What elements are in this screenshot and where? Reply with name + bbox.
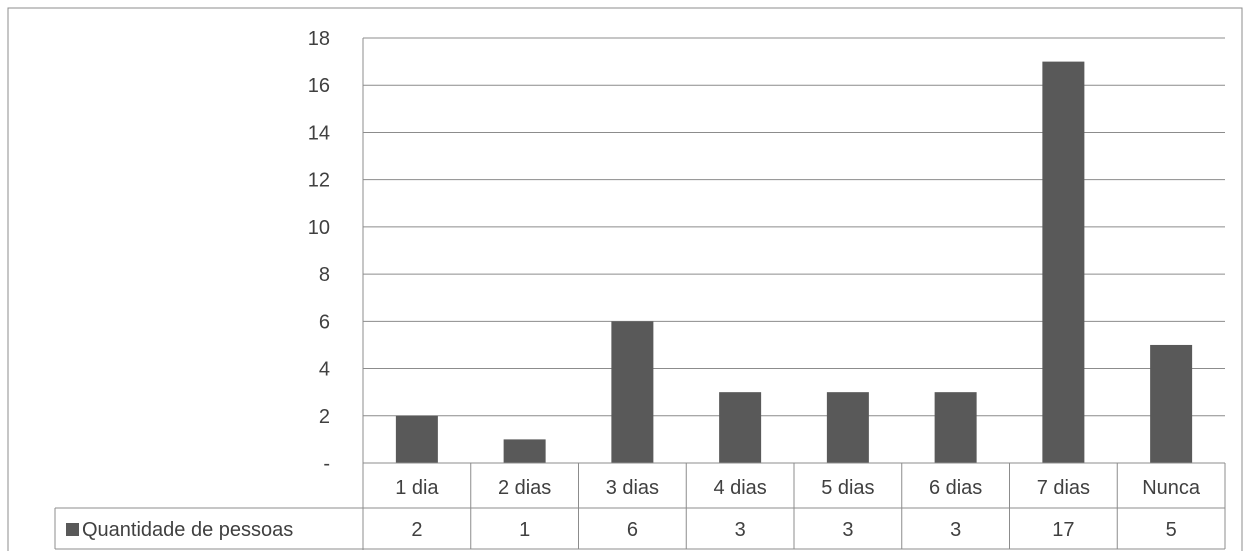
bar (395, 415, 438, 463)
y-tick-label: 16 (308, 75, 330, 97)
data-table-value: 3 (842, 519, 853, 541)
data-table-value: 17 (1052, 519, 1074, 541)
bar (503, 439, 546, 463)
x-tick-label: 1 dia (395, 477, 439, 499)
bars (395, 61, 1193, 463)
data-table-value: 1 (519, 519, 530, 541)
y-tick-label: 8 (319, 264, 330, 286)
data-table-value: 2 (411, 519, 422, 541)
y-tick-label: 14 (308, 122, 330, 144)
data-table: 1 dia 2 dias 3 dias 4 dias 5 dias 6 dias 7 dia… (54, 462, 1226, 550)
y-tick-label: 4 (319, 359, 330, 381)
bar (1042, 61, 1085, 463)
legend-label: Quantidade de pessoas (82, 519, 293, 541)
y-tick-label: 2 (319, 406, 330, 428)
bar (611, 321, 654, 463)
y-axis-tick-labels: - 2 4 6 8 10 12 14 16 18 (308, 28, 330, 475)
data-table-value: 3 (735, 519, 746, 541)
data-table-value: 3 (950, 519, 961, 541)
x-tick-label: 5 dias (821, 477, 874, 499)
y-tick-label: - (323, 453, 330, 475)
x-tick-label: 4 dias (713, 477, 766, 499)
bar (934, 392, 977, 463)
data-table-value: 6 (627, 519, 638, 541)
bar (719, 392, 762, 463)
y-tick-label: 10 (308, 217, 330, 239)
legend-key (66, 523, 79, 536)
bar (1150, 344, 1193, 463)
y-tick-label: 6 (319, 311, 330, 333)
x-tick-label: Nunca (1142, 477, 1201, 499)
y-tick-label: 12 (308, 170, 330, 192)
bar (826, 392, 869, 463)
y-tick-label: 18 (308, 28, 330, 50)
data-table-value: 5 (1166, 519, 1177, 541)
x-tick-label: 6 dias (929, 477, 982, 499)
x-tick-label: 3 dias (606, 477, 659, 499)
x-tick-label: 7 dias (1037, 477, 1090, 499)
x-tick-label: 2 dias (498, 477, 551, 499)
